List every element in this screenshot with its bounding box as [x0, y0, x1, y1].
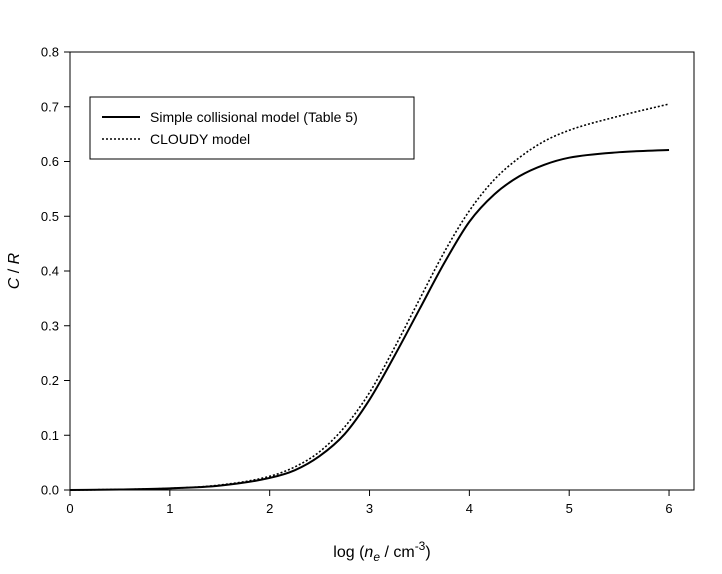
y-tick-label: 0.3: [41, 318, 59, 333]
x-tick-label: 3: [366, 501, 373, 516]
series-line-collisional: [69, 149, 670, 491]
x-axis-title: log (ne / cm-3): [333, 539, 430, 564]
y-tick-label: 0.1: [41, 428, 59, 443]
y-tick-label: 0.4: [41, 264, 59, 279]
y-tick-label: 0.6: [41, 154, 59, 169]
legend: Simple collisional model (Table 5) CLOUD…: [89, 96, 415, 160]
legend-box: [89, 96, 415, 160]
series-line-cloudy: [69, 103, 670, 491]
series-lines: [69, 103, 670, 491]
y-axis-ticks: 0.0 0.1 0.2 0.3 0.4 0.5 0.6 0.7 0.8: [41, 45, 70, 498]
y-tick-label: 0.0: [41, 483, 59, 498]
y-tick-label: 0.2: [41, 373, 59, 388]
y-tick-label: 0.5: [41, 209, 59, 224]
x-tick-label: 1: [166, 501, 173, 516]
x-tick-label: 2: [266, 501, 273, 516]
x-axis-ticks: 0 1 2 3 4 5 6: [66, 490, 673, 516]
y-tick-label: 0.7: [41, 99, 59, 114]
x-tick-label: 5: [566, 501, 573, 516]
x-tick-label: 6: [665, 501, 672, 516]
x-tick-label: 0: [66, 501, 73, 516]
x-tick-label: 4: [466, 501, 473, 516]
y-tick-label: 0.8: [41, 45, 59, 60]
y-axis-title: C / R: [6, 252, 23, 289]
legend-label-series-2: CLOUDY model: [150, 131, 250, 147]
legend-label-series-1: Simple collisional model (Table 5): [150, 109, 358, 125]
